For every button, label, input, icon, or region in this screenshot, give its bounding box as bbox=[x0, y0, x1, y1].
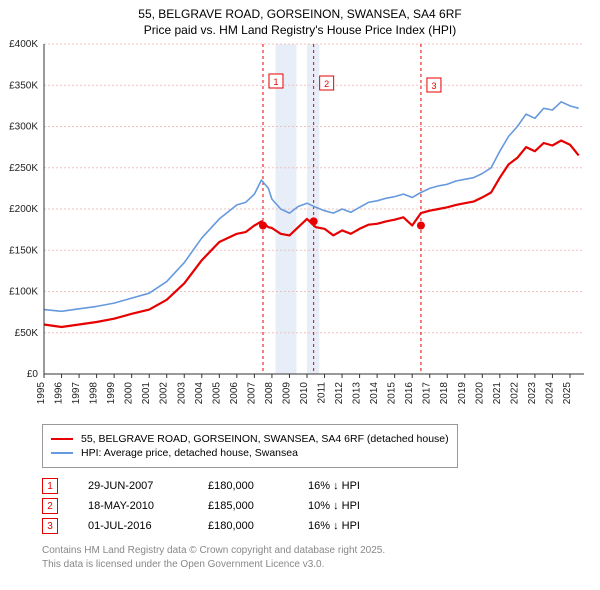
svg-text:£300K: £300K bbox=[9, 122, 38, 133]
svg-text:2013: 2013 bbox=[352, 382, 363, 405]
svg-text:2004: 2004 bbox=[194, 382, 205, 405]
footnote-line: Contains HM Land Registry data © Crown c… bbox=[42, 544, 570, 558]
svg-text:1: 1 bbox=[273, 77, 278, 87]
marker-diff: 16% ↓ HPI bbox=[308, 520, 388, 532]
legend-swatch bbox=[51, 438, 73, 440]
svg-text:£200K: £200K bbox=[9, 204, 38, 215]
marker-index-box: 1 bbox=[42, 478, 58, 494]
chart-title-block: 55, BELGRAVE ROAD, GORSEINON, SWANSEA, S… bbox=[0, 0, 600, 38]
svg-text:2: 2 bbox=[324, 79, 329, 89]
title-line-2: Price paid vs. HM Land Registry's House … bbox=[0, 22, 600, 38]
svg-text:2021: 2021 bbox=[492, 382, 503, 405]
svg-text:2014: 2014 bbox=[369, 382, 380, 405]
legend-row: HPI: Average price, detached house, Swan… bbox=[51, 447, 449, 459]
marker-diff: 16% ↓ HPI bbox=[308, 480, 388, 492]
marker-index-box: 2 bbox=[42, 498, 58, 514]
svg-text:2008: 2008 bbox=[264, 382, 275, 405]
svg-text:1999: 1999 bbox=[106, 382, 117, 405]
svg-text:2003: 2003 bbox=[176, 382, 187, 405]
svg-text:2002: 2002 bbox=[159, 382, 170, 405]
marker-row: 1 29-JUN-2007 £180,000 16% ↓ HPI bbox=[42, 478, 570, 494]
marker-price: £185,000 bbox=[208, 500, 278, 512]
svg-text:2005: 2005 bbox=[211, 382, 222, 405]
svg-text:2010: 2010 bbox=[299, 382, 310, 405]
marker-row: 2 18-MAY-2010 £185,000 10% ↓ HPI bbox=[42, 498, 570, 514]
chart-area: £0 £50K £100K £150K £200K £250K £300K £350K £400… bbox=[0, 38, 600, 418]
svg-text:£250K: £250K bbox=[9, 163, 38, 174]
marker-price: £180,000 bbox=[208, 520, 278, 532]
marker-date: 29-JUN-2007 bbox=[88, 480, 178, 492]
marker-index-box: 3 bbox=[42, 518, 58, 534]
svg-text:3: 3 bbox=[431, 81, 436, 91]
footnote: Contains HM Land Registry data © Crown c… bbox=[42, 544, 570, 571]
marker-date: 01-JUL-2016 bbox=[88, 520, 178, 532]
svg-text:1998: 1998 bbox=[89, 382, 100, 405]
svg-text:2001: 2001 bbox=[141, 382, 152, 405]
title-line-1: 55, BELGRAVE ROAD, GORSEINON, SWANSEA, S… bbox=[0, 6, 600, 22]
svg-text:2016: 2016 bbox=[404, 382, 415, 405]
svg-text:£50K: £50K bbox=[15, 328, 39, 339]
chart-svg: £0 £50K £100K £150K £200K £250K £300K £350K £400… bbox=[0, 38, 600, 418]
marker-row: 3 01-JUL-2016 £180,000 16% ↓ HPI bbox=[42, 518, 570, 534]
svg-text:£400K: £400K bbox=[9, 39, 38, 50]
svg-text:2009: 2009 bbox=[281, 382, 292, 405]
svg-text:£350K: £350K bbox=[9, 81, 38, 92]
svg-text:2020: 2020 bbox=[474, 382, 485, 405]
svg-text:£150K: £150K bbox=[9, 246, 38, 257]
svg-text:1997: 1997 bbox=[71, 382, 82, 405]
legend-row: 55, BELGRAVE ROAD, GORSEINON, SWANSEA, S… bbox=[51, 433, 449, 445]
svg-text:2024: 2024 bbox=[544, 382, 555, 405]
marker-table: 1 29-JUN-2007 £180,000 16% ↓ HPI 2 18-MA… bbox=[42, 478, 570, 534]
svg-text:2022: 2022 bbox=[509, 382, 520, 405]
svg-text:£100K: £100K bbox=[9, 287, 38, 298]
svg-text:2000: 2000 bbox=[124, 382, 135, 405]
svg-text:1996: 1996 bbox=[54, 382, 65, 405]
svg-text:2018: 2018 bbox=[439, 382, 450, 405]
svg-text:2025: 2025 bbox=[562, 382, 573, 405]
marker-date: 18-MAY-2010 bbox=[88, 500, 178, 512]
legend: 55, BELGRAVE ROAD, GORSEINON, SWANSEA, S… bbox=[42, 424, 458, 468]
svg-text:2023: 2023 bbox=[527, 382, 538, 405]
svg-text:£0: £0 bbox=[27, 369, 39, 380]
legend-swatch bbox=[51, 452, 73, 454]
svg-text:1995: 1995 bbox=[36, 382, 47, 405]
svg-text:2012: 2012 bbox=[334, 382, 345, 405]
marker-diff: 10% ↓ HPI bbox=[308, 500, 388, 512]
svg-text:2019: 2019 bbox=[457, 382, 468, 405]
marker-price: £180,000 bbox=[208, 480, 278, 492]
legend-label: 55, BELGRAVE ROAD, GORSEINON, SWANSEA, S… bbox=[81, 433, 449, 445]
svg-text:2017: 2017 bbox=[422, 382, 433, 405]
svg-text:2007: 2007 bbox=[246, 382, 257, 405]
footnote-line: This data is licensed under the Open Gov… bbox=[42, 558, 570, 572]
legend-label: HPI: Average price, detached house, Swan… bbox=[81, 447, 298, 459]
svg-text:2006: 2006 bbox=[229, 382, 240, 405]
svg-text:2015: 2015 bbox=[387, 382, 398, 405]
svg-text:2011: 2011 bbox=[317, 382, 328, 404]
